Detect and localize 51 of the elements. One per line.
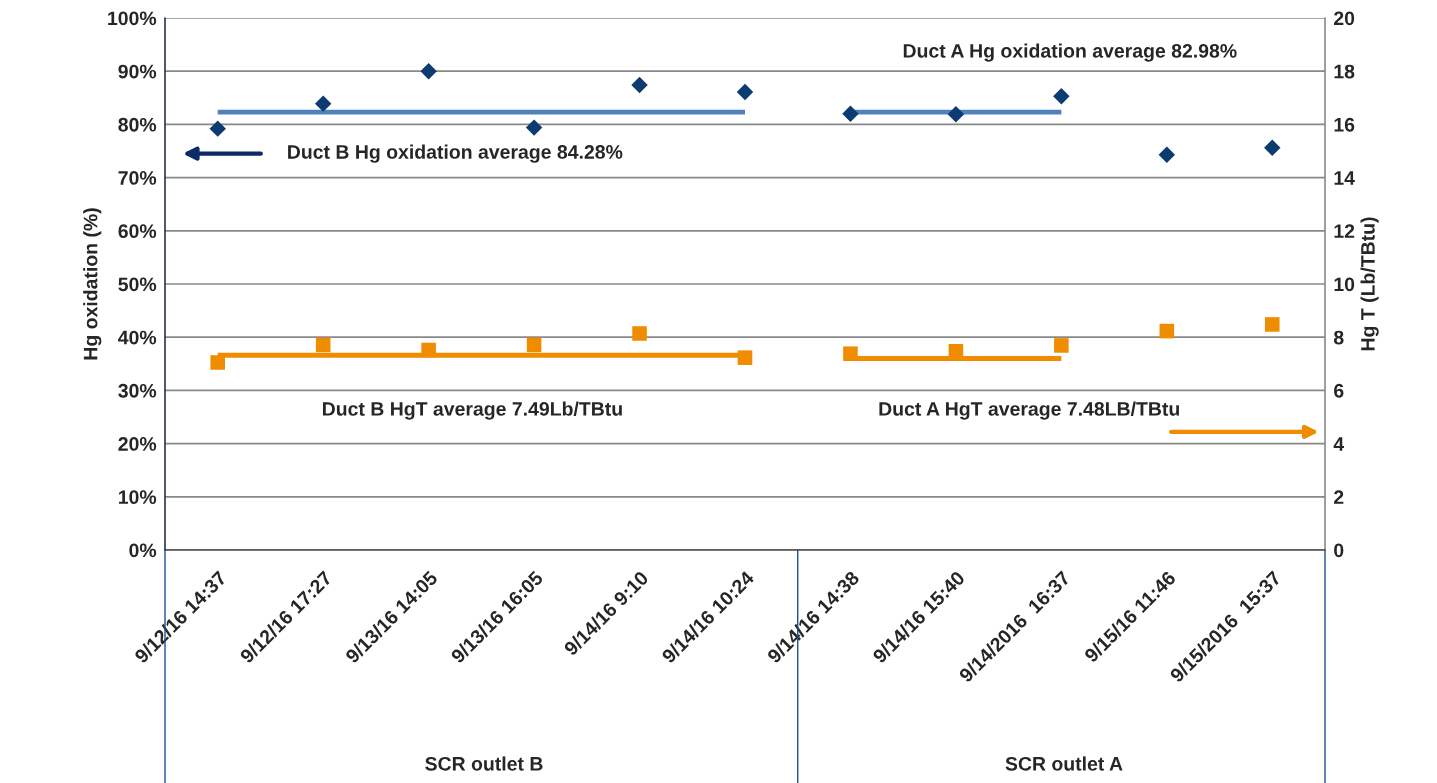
y-tick-label: 10% [118,490,157,505]
y-tick-label: 40% [118,330,157,345]
point [737,350,753,365]
point [210,355,226,370]
point [421,342,436,358]
y-tick-label: 50% [118,277,157,292]
text: SCR outlet A [1005,756,1123,771]
point [1159,323,1175,339]
point [1264,317,1280,332]
point [843,346,858,361]
annotation: Duct A HgT average 7.48LB/TBtu [879,401,1180,420]
text: SCR outlet B [425,756,543,771]
y-tick-label: 20% [118,437,157,451]
point [736,83,754,101]
y2-tick-label: 12 [1334,224,1355,238]
point [1053,87,1070,105]
y2-tick-label: 18 [1334,64,1355,79]
point [631,76,648,94]
point [209,120,226,137]
point [526,337,542,353]
point [314,95,332,112]
y-tick-label: 70% [118,171,157,185]
annotation: Duct B Hg oxidation average 84.28% [288,144,623,163]
y2-tick-label: 8 [1333,330,1344,345]
y-tick-label: 30% [118,383,157,398]
y2-tick-label: 2 [1334,490,1344,504]
point [1054,338,1069,353]
y-tick-label: 90% [118,64,157,79]
point [420,62,437,80]
y2-tick-label: 10 [1334,277,1355,292]
y2-tick-label: 0 [1334,543,1344,558]
y2-tick-label: 16 [1334,117,1355,132]
y-axis-title: Hg oxidation (%) [83,208,102,360]
point [632,326,647,341]
point [1158,146,1176,163]
y2-tick-label: 4 [1333,437,1345,451]
y-tick-label: 100% [108,11,157,26]
point [1264,139,1281,157]
y-tick-label: 0% [129,543,157,558]
annotation: Duct B HgT average 7.49Lb/TBtu [322,401,622,420]
y-tick-label: 60% [118,224,157,239]
y2-tick-label: 14 [1334,171,1355,185]
y2-tick-label: 20 [1334,11,1355,26]
y2-axis-title: Hg T (Lb/TBtu) [1360,217,1379,351]
point [525,119,543,136]
y2-tick-label: 6 [1334,383,1344,398]
point [315,337,331,353]
annotation: Duct A Hg oxidation average 82.98% [903,43,1237,62]
point [842,105,859,122]
y-tick-label: 80% [118,117,157,132]
point [947,106,965,123]
